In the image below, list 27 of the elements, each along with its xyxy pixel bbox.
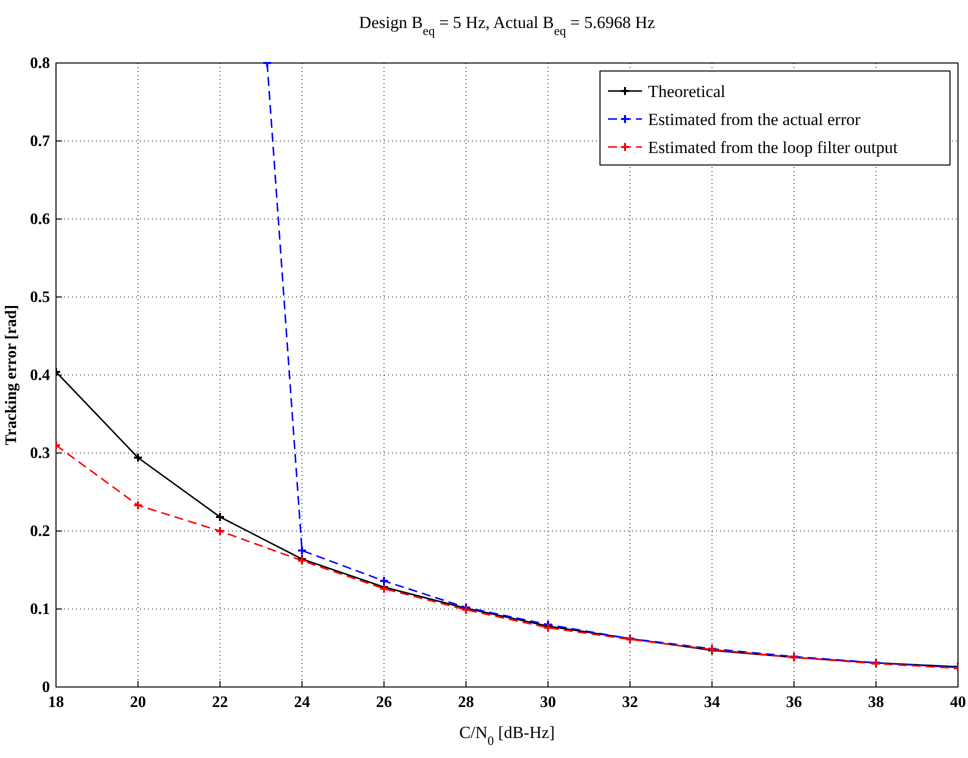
x-tick-label: 18 xyxy=(48,694,64,711)
x-tick-label: 22 xyxy=(212,694,228,711)
legend-label: Theoretical xyxy=(648,82,726,101)
x-tick-label: 20 xyxy=(130,694,146,711)
y-tick-label: 0.8 xyxy=(30,55,50,72)
legend-label: Estimated from the loop filter output xyxy=(648,138,898,157)
x-tick-label: 26 xyxy=(376,694,392,711)
y-axis-title: Tracking error [rad] xyxy=(3,304,20,446)
y-tick-label: 0.6 xyxy=(30,211,50,228)
y-tick-label: 0.7 xyxy=(30,133,50,150)
x-tick-label: 32 xyxy=(622,694,638,711)
y-tick-label: 0.1 xyxy=(30,601,50,618)
y-tick-label: 0 xyxy=(42,679,50,696)
x-tick-label: 28 xyxy=(458,694,474,711)
x-tick-label: 36 xyxy=(786,694,802,711)
x-tick-label: 24 xyxy=(294,694,310,711)
x-tick-label: 40 xyxy=(950,694,966,711)
legend-label: Estimated from the actual error xyxy=(648,110,861,129)
y-tick-label: 0.5 xyxy=(30,289,50,306)
x-tick-label: 30 xyxy=(540,694,556,711)
y-tick-label: 0.3 xyxy=(30,445,50,462)
x-tick-label: 34 xyxy=(704,694,720,711)
y-tick-label: 0.4 xyxy=(30,367,50,384)
y-tick-label: 0.2 xyxy=(30,523,50,540)
x-tick-label: 38 xyxy=(868,694,884,711)
x-axis-title: C/N$_{0}$ [dB-Hz] xyxy=(459,723,555,748)
chart-title: Design B$_{eq}$ = 5 Hz, Actual B$_{eq}$ = 5.6968 Hz xyxy=(359,13,656,38)
